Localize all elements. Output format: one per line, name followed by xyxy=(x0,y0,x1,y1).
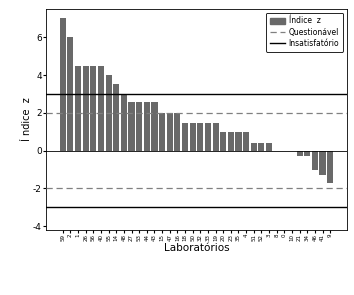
Bar xyxy=(228,132,234,151)
Bar xyxy=(266,143,272,151)
Bar xyxy=(129,102,135,151)
Bar xyxy=(121,94,127,151)
Bar xyxy=(82,65,89,151)
Bar xyxy=(67,37,73,151)
Bar xyxy=(243,132,249,151)
Bar xyxy=(98,65,104,151)
Bar xyxy=(251,143,257,151)
Bar xyxy=(167,113,173,151)
Bar xyxy=(75,65,81,151)
Bar xyxy=(258,143,264,151)
Legend: Índice  z, Questionável, Insatisfatório: Índice z, Questionável, Insatisfatório xyxy=(266,13,343,52)
Y-axis label: Í ndice  z: Í ndice z xyxy=(22,98,32,141)
Bar xyxy=(312,151,318,170)
Bar xyxy=(297,151,303,156)
Bar xyxy=(220,132,226,151)
Bar xyxy=(212,123,219,151)
X-axis label: Laboratórios: Laboratórios xyxy=(164,243,229,253)
Bar xyxy=(190,123,196,151)
Bar xyxy=(235,132,241,151)
Bar xyxy=(159,113,165,151)
Bar xyxy=(304,151,310,156)
Bar xyxy=(182,123,188,151)
Bar xyxy=(205,123,211,151)
Bar xyxy=(136,102,142,151)
Bar xyxy=(197,123,203,151)
Bar xyxy=(60,18,66,151)
Bar xyxy=(90,65,96,151)
Bar xyxy=(320,151,326,175)
Bar xyxy=(327,151,333,183)
Bar xyxy=(174,113,181,151)
Bar xyxy=(152,102,158,151)
Bar xyxy=(113,84,119,151)
Bar xyxy=(144,102,150,151)
Bar xyxy=(105,75,112,151)
